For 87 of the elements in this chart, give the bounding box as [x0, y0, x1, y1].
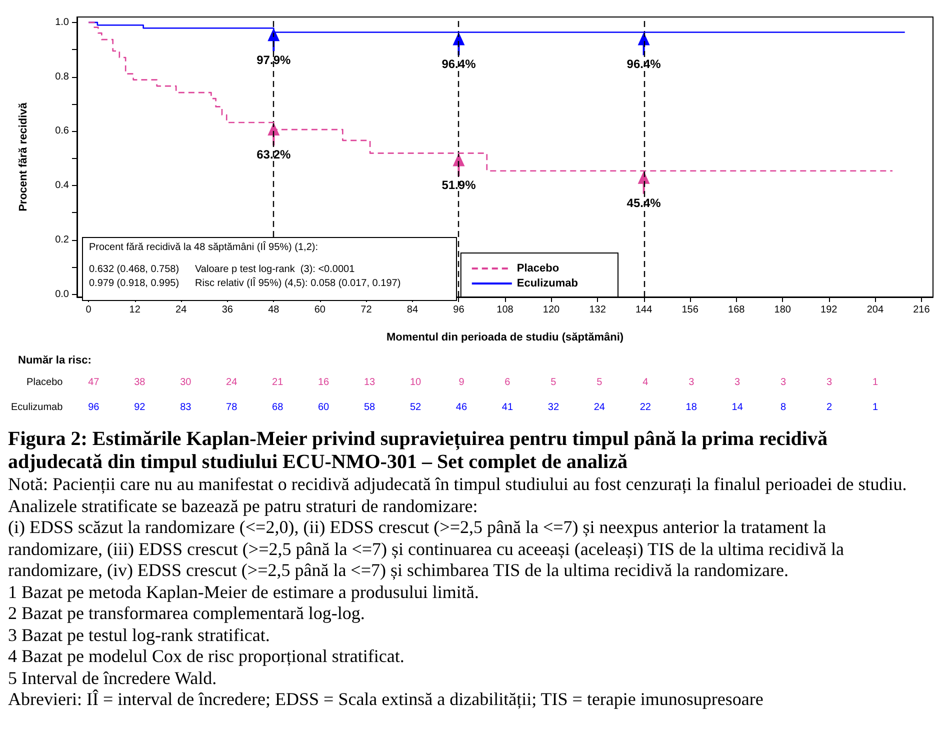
x-tick-label: 48	[268, 304, 280, 316]
data-label: 38	[134, 377, 146, 388]
data-label: 60	[318, 402, 330, 413]
text: 4 Bazat pe modelul Cox de risc proporțional stratificat.	[8, 646, 406, 668]
x-tick-label: 180	[774, 304, 792, 316]
x-tick-label: 120	[542, 304, 560, 316]
x-tick-label: 72	[360, 304, 372, 316]
text: Figura 2: Estimările Kaplan-Meier privind supraviețuirea pentru timpul până la prima recidivă adjudecată din timpul studiului ECU-NMO-301 – Set complet de analiză	[8, 428, 828, 474]
data-label: 14	[732, 402, 744, 413]
data-label: 68	[272, 402, 284, 413]
x-tick-label: 24	[176, 304, 188, 316]
data-label: 18	[686, 402, 698, 413]
data-label: 24	[226, 377, 238, 388]
x-tick-label: 108	[496, 304, 514, 316]
x-tick-label: 192	[820, 304, 838, 316]
annotation: 63.2%	[256, 147, 291, 162]
data-label: 4	[642, 377, 649, 388]
data-label: 2	[826, 402, 833, 413]
text: 2 Bazat pe transformarea complementară log-log.	[8, 603, 366, 624]
data-label: 96	[88, 402, 100, 413]
x-tick-label: 144	[635, 304, 653, 316]
data-label: 52	[410, 402, 422, 413]
data-label: 92	[134, 402, 146, 413]
data-label: 16	[318, 377, 330, 388]
data-label: 22	[640, 402, 652, 413]
x-tick-label: 132	[589, 304, 606, 316]
y-tick-label: 0.2	[55, 234, 70, 246]
y-tick-label: 0.0	[55, 288, 70, 300]
data-label: 1	[872, 402, 878, 413]
data-label: 8	[780, 402, 787, 413]
data-label: 30	[180, 377, 192, 388]
x-tick-label: 60	[314, 304, 326, 316]
text: Analizele stratificate se bazează pe patru straturi de randomizare:	[8, 496, 479, 517]
x-axis-title: Momentul din perioada de studiu (săptămâni)	[386, 332, 624, 344]
x-tick-label: 12	[129, 304, 141, 316]
x-tick-label: 204	[866, 304, 884, 316]
legend-label: Eculizumab	[516, 278, 578, 290]
chart-title: Număr la risc:	[18, 354, 92, 366]
y-tick-label: 0.8	[55, 71, 70, 82]
data-label: 46	[456, 402, 468, 413]
x-tick-label: 168	[728, 304, 746, 316]
data-label: 83	[180, 402, 192, 413]
legend-label: Placebo	[516, 262, 560, 274]
x-tick-label: 84	[406, 304, 418, 316]
y-tick-label: Placebo	[26, 377, 64, 388]
data-label: 41	[502, 402, 514, 413]
data-label: 32	[548, 402, 560, 413]
annotation: 0.632 (0.468, 0.758)	[89, 264, 180, 275]
data-label: 58	[364, 402, 376, 413]
x-tick-label: 216	[913, 304, 930, 316]
data-label: 24	[594, 402, 606, 413]
y-tick-label: Eculizumab	[10, 402, 64, 413]
data-label: 5	[550, 377, 557, 388]
data-label: 3	[734, 377, 741, 388]
data-label: 3	[780, 377, 787, 388]
data-label: 3	[826, 377, 833, 388]
data-label: 9	[458, 377, 465, 388]
text: (i) EDSS scăzut la randomizare (<=2,0), (ii) EDSS crescut (>=2,5 până la <=7) și neexpus anterior la tratament la randomizare, (iii) EDSS crescut (>=2,5 până la <=7) și continuarea cu aceeași (aceleași) TIS de la ultima recidivă la randomizare, (iv) EDSS crescut (>=2,5 până la <=7) și schimbarea TIS de la ultima recidivă la randomizare.	[8, 517, 845, 582]
annotation: Procent fără recidivă la 48 săptămâni (IÎ 95%) (1,2):	[89, 242, 318, 253]
annotation: Risc relativ (IÎ 95%) (4,5): 0.058 (0.017, 0.197)	[195, 278, 401, 289]
y-tick-label: 1.0	[55, 16, 70, 28]
x-tick-label: 96	[453, 304, 465, 316]
y-axis-title: Procent fără recidivă	[18, 102, 30, 212]
x-tick-label: 156	[682, 304, 699, 316]
annotation: 51.9%	[442, 178, 476, 192]
annotation: 45.4%	[626, 196, 662, 210]
text: 1 Bazat pe metoda Kaplan-Meier de estimare a produsului limită.	[8, 582, 480, 603]
text: 3 Bazat pe testul log-rank stratificat.	[8, 624, 271, 646]
x-tick-label: 0	[86, 304, 92, 316]
data-label: 78	[226, 402, 238, 413]
x-tick-label: 36	[222, 304, 234, 316]
annotation: Valoare p test log-rank (3): <0.0001	[195, 264, 355, 275]
data-label: 3	[688, 377, 695, 388]
text: 5 Interval de încredere Wald.	[8, 668, 218, 689]
y-tick-label: 0.4	[55, 180, 70, 192]
annotation: 0.979 (0.918, 0.995)	[89, 278, 180, 289]
data-label: 13	[364, 377, 376, 388]
data-label: 6	[504, 377, 511, 388]
text: Abrevieri: IÎ = interval de încredere; EDSS = Scala extinsă a dizabilității; TIS = terapie imunosupresoare	[8, 689, 764, 710]
data-label: 10	[410, 377, 422, 388]
annotation: 97.9%	[256, 53, 291, 68]
data-label: 5	[596, 377, 603, 388]
text: Notă: Pacienții care nu au manifestat o recidivă adjudecată în timpul studiului au fost cenzurați la finalul perioadei de studiu.	[8, 474, 908, 496]
data-label: 21	[272, 377, 284, 388]
data-label: 47	[88, 377, 100, 388]
y-tick-label: 0.6	[55, 126, 70, 137]
data-label: 1	[872, 377, 878, 388]
